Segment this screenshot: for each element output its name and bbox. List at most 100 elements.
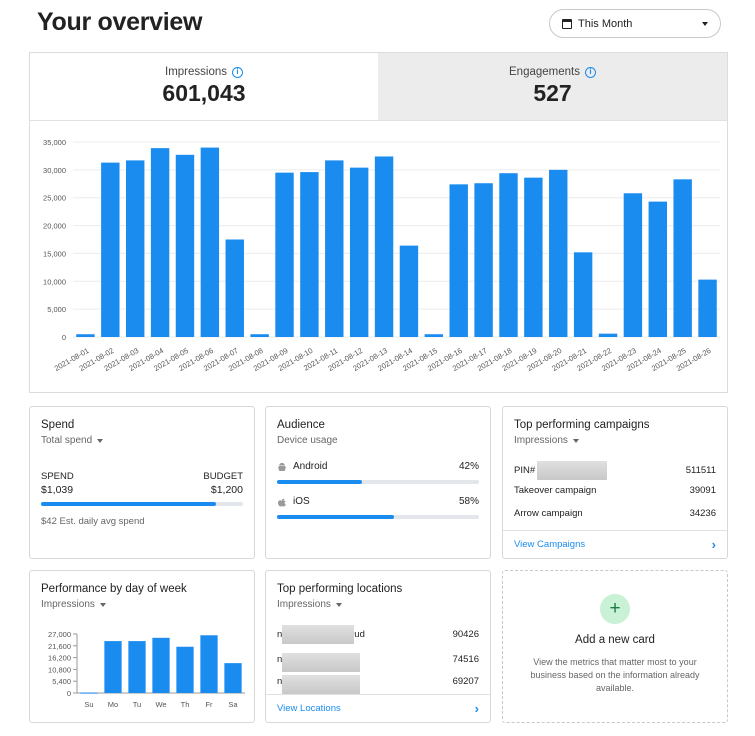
view-campaigns-link[interactable]: View Campaigns › [503, 530, 727, 558]
chart-bar [300, 172, 319, 337]
add-card-description: View the metrics that matter most to you… [530, 657, 700, 693]
campaigns-title: Top performing campaigns [514, 419, 650, 431]
chart-bar [152, 637, 170, 693]
chart-bar [349, 167, 369, 337]
plus-icon[interactable]: + [600, 594, 630, 624]
engagements-label: Engagements [509, 66, 580, 78]
x-tick-label: Sa [228, 700, 238, 709]
location-prefix: n [277, 654, 283, 665]
budget-label: BUDGET [203, 471, 243, 482]
chart-bar [250, 334, 269, 337]
audience-card: Audience Device usage Android 42% iOS 58… [265, 406, 491, 559]
y-tick-label: 5,400 [52, 677, 71, 686]
y-tick-label: 35,000 [43, 138, 66, 147]
view-campaigns-label: View Campaigns [514, 539, 586, 550]
top-campaigns-card: Top performing campaigns Impressions PIN… [502, 406, 728, 559]
audience-row-android: Android 42% [277, 461, 479, 472]
campaign-name: PIN# [514, 465, 536, 476]
chevron-down-icon [97, 438, 104, 443]
add-card-tile[interactable]: + Add a new card View the metrics that m… [502, 570, 728, 723]
locations-subtitle: Impressions [277, 599, 331, 610]
campaign-name: Takeover campaign [514, 485, 597, 496]
list-item: n 69207 [277, 669, 479, 694]
audience-title: Audience [277, 419, 325, 431]
spend-estimate: $42 Est. daily avg spend [41, 516, 145, 527]
x-tick-label: Fr [205, 700, 213, 709]
chart-bar [76, 334, 95, 337]
top-locations-card: Top performing locations Impressions n u… [265, 570, 491, 723]
tab-impressions[interactable]: Impressions i 601,043 [30, 53, 378, 121]
chart-bar [150, 148, 170, 337]
spend-title: Spend [41, 419, 75, 431]
chart-bar [474, 183, 493, 337]
spend-card: Spend Total spend SPEND BUDGET $1,039 $1… [29, 406, 255, 559]
chevron-right-icon: › [474, 701, 479, 716]
audience-android-pct: 42% [458, 461, 479, 472]
redacted-block [282, 675, 361, 694]
impressions-value: 601,043 [162, 80, 246, 106]
y-tick-label: 27,000 [48, 630, 71, 639]
chart-bar [573, 252, 593, 337]
redacted-block [282, 625, 355, 644]
performance-subtitle: Impressions [41, 599, 95, 610]
chart-bar [175, 154, 195, 337]
android-icon [278, 462, 286, 471]
location-value: 69207 [452, 676, 479, 687]
info-icon[interactable]: i [584, 66, 596, 78]
x-tick-label: Mo [108, 700, 118, 709]
chart-bar [598, 333, 618, 337]
x-tick-label: Th [181, 700, 190, 709]
x-tick-label: We [155, 700, 166, 709]
overview-card: Impressions i 601,043 Engagements i 527 … [29, 52, 728, 393]
x-tick-label: Tu [133, 700, 141, 709]
chart-bar [648, 201, 667, 337]
location-prefix: n [277, 629, 283, 640]
campaigns-metric-dropdown[interactable]: Impressions [514, 435, 579, 446]
date-range-select[interactable]: This Month [549, 9, 721, 38]
chart-bar [499, 173, 518, 337]
android-progress-fill [277, 480, 362, 484]
chart-bar [449, 184, 468, 337]
spend-metric-dropdown[interactable]: Total spend [41, 435, 104, 446]
list-item: Arrow campaign 34236 [514, 508, 716, 519]
spend-subtitle: Total spend [41, 435, 93, 446]
chevron-down-icon [572, 438, 579, 443]
ios-progress-fill [277, 515, 395, 519]
apple-icon [278, 498, 286, 506]
chart-bar [673, 179, 692, 337]
performance-metric-dropdown[interactable]: Impressions [41, 599, 106, 610]
chart-bar [424, 334, 444, 337]
list-item: Takeover campaign 39091 [514, 485, 716, 496]
chart-bar [399, 245, 419, 337]
redacted-block [537, 461, 608, 480]
y-tick-label: 21,600 [48, 642, 71, 651]
location-value: 74516 [452, 654, 479, 665]
campaign-value: 39091 [689, 485, 716, 496]
chart-bar [549, 169, 568, 337]
y-tick-label: 16,200 [48, 654, 71, 663]
list-item: n ud 90426 [277, 625, 479, 644]
spend-progress-fill [41, 502, 216, 506]
view-locations-link[interactable]: View Locations › [266, 694, 490, 722]
spend-value: $1,039 [41, 484, 74, 496]
audience-subtitle: Device usage [277, 435, 338, 446]
day-of-week-bar-chart: 0 5,400 10,800 16,200 21,600 27,000 Su Mo Tu We Th… [48, 630, 245, 709]
calendar-icon [562, 18, 572, 29]
y-tick-label: 10,800 [48, 665, 71, 674]
chart-bar [104, 641, 122, 693]
info-icon[interactable]: i [232, 66, 243, 78]
ios-progress-bar [277, 515, 479, 519]
x-tick-label: Su [84, 700, 93, 709]
campaign-value: 511511 [685, 465, 716, 476]
chart-bar [126, 160, 145, 337]
date-range-value: This Month [578, 17, 633, 30]
tab-engagements[interactable]: Engagements i 527 [378, 53, 727, 121]
chart-bar [374, 156, 394, 337]
y-tick-label: 30,000 [43, 166, 66, 175]
locations-metric-dropdown[interactable]: Impressions [277, 599, 342, 610]
chart-bar [524, 177, 543, 337]
impressions-bar-chart: 0 5,000 10,000 15,000 20,000 25,000 30,000 35,0… [43, 138, 720, 373]
chart-bar [698, 279, 717, 337]
campaign-name: Arrow campaign [514, 508, 583, 519]
spend-progress-bar [41, 502, 243, 506]
